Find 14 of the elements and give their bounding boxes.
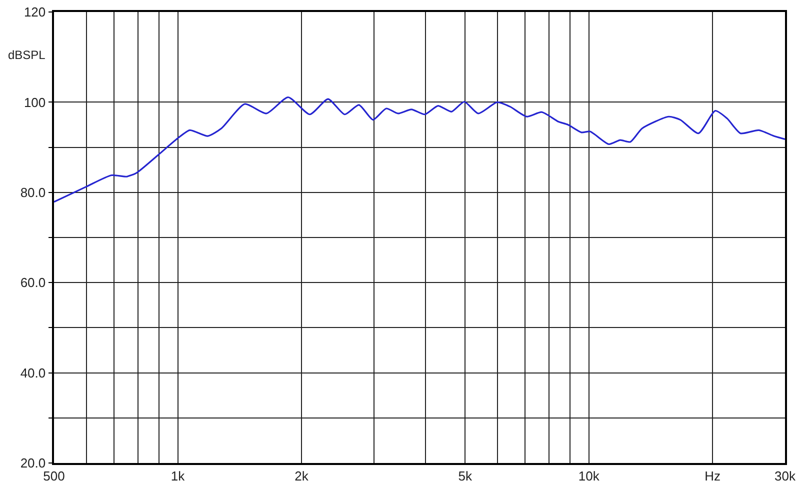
y-tick-label: 100: [24, 94, 46, 110]
x-tick-label: 1k: [170, 468, 186, 484]
y-tick-label: 20.0: [20, 456, 46, 471]
x-tick-label: 10k: [578, 468, 600, 484]
x-tick-label: 500: [43, 468, 65, 484]
x-tick-label: 2k: [294, 468, 309, 484]
y-tick-label: 60.0: [20, 275, 46, 290]
x-tick-label: 30k: [774, 468, 796, 484]
x-tick-label: 5k: [458, 468, 472, 484]
y-tick-label: 80.0: [20, 184, 46, 200]
y-tick-label: 120: [24, 4, 46, 20]
x-tick-label: Hz: [704, 468, 721, 484]
y-tick-label: 40.0: [20, 365, 46, 380]
y-axis-title: dBSPL: [8, 48, 46, 62]
